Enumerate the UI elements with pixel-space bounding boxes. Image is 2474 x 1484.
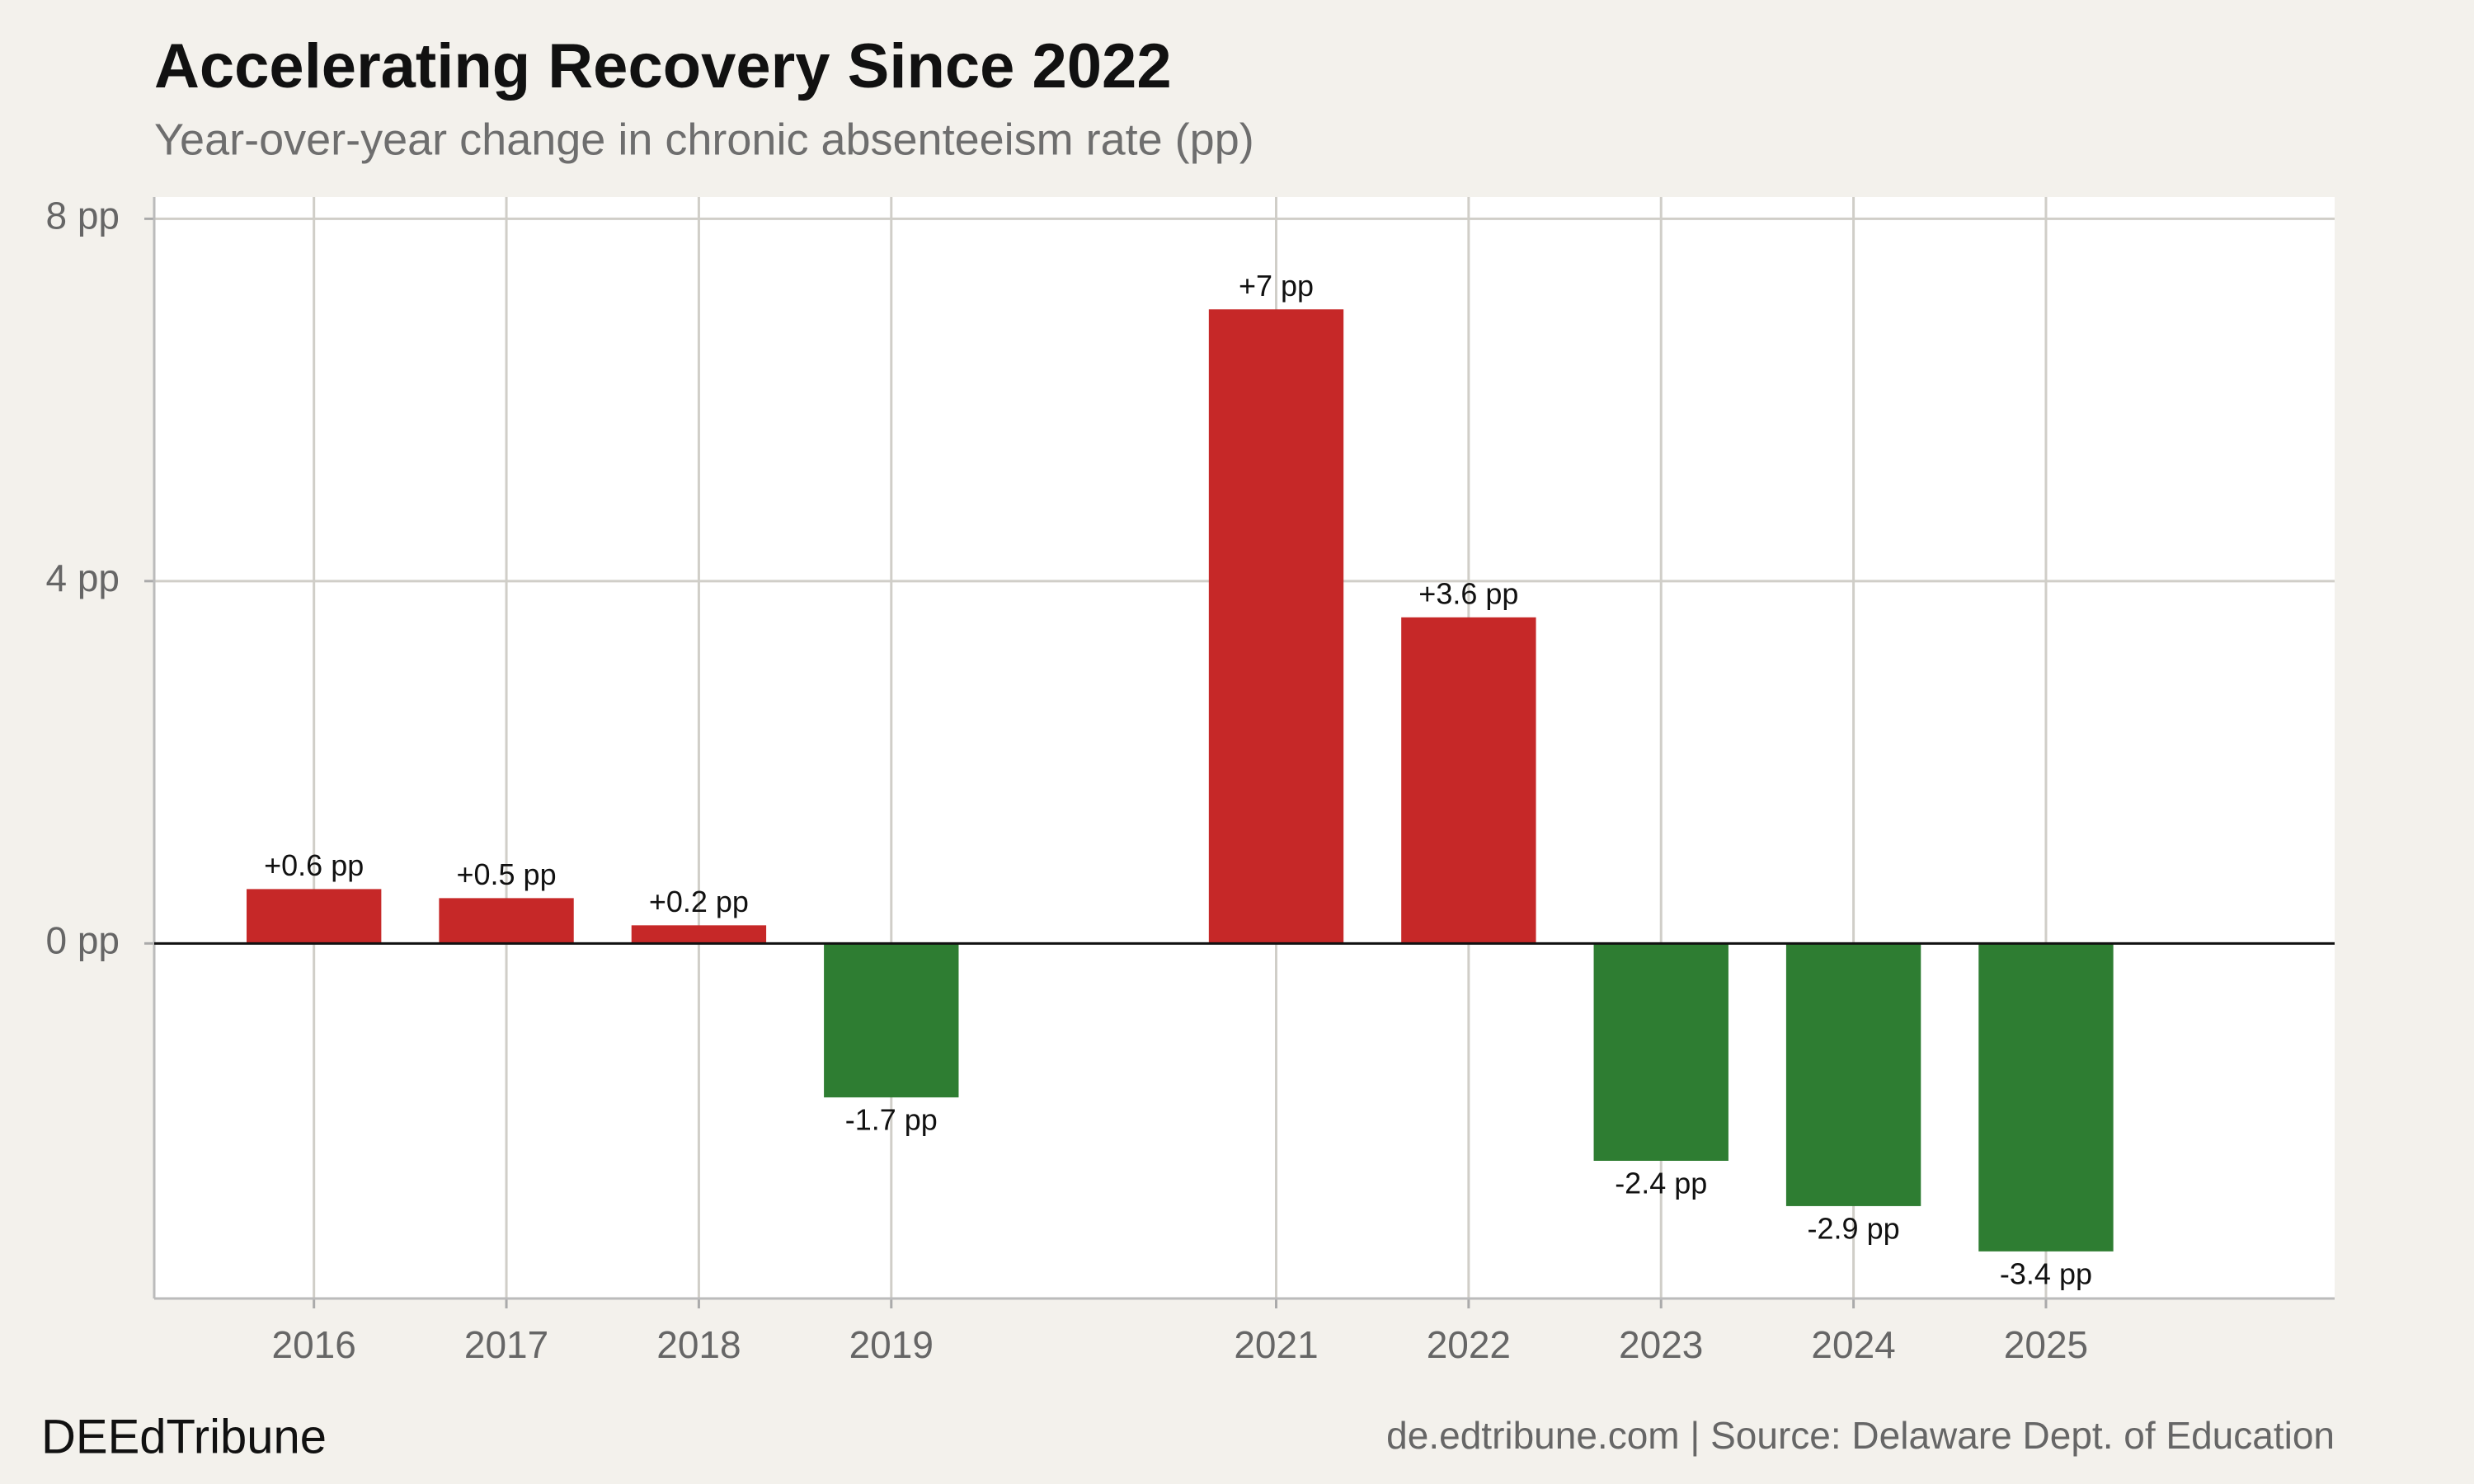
y-tick-label: 0 pp: [45, 918, 120, 961]
chart-title: Accelerating Recovery Since 2022: [154, 31, 1172, 101]
x-tick-label: 2025: [2004, 1323, 2088, 1366]
y-tick-label: 4 pp: [45, 556, 120, 599]
value-label: +0.5 pp: [456, 857, 556, 891]
x-tick-label: 2022: [1427, 1323, 1511, 1366]
value-label: -2.9 pp: [1808, 1211, 1900, 1245]
bar: [1978, 943, 2114, 1252]
value-label: -1.7 pp: [845, 1103, 938, 1137]
value-label: +7 pp: [1239, 269, 1314, 303]
chart-subtitle: Year-over-year change in chronic absente…: [154, 115, 1254, 164]
value-label: -2.4 pp: [1615, 1167, 1707, 1200]
bar: [631, 925, 767, 944]
y-tick-label: 8 pp: [45, 195, 120, 237]
x-tick-label: 2016: [272, 1323, 356, 1366]
value-label: -3.4 pp: [2000, 1256, 2092, 1290]
bar: [1593, 943, 1729, 1161]
bar: [824, 943, 959, 1098]
x-tick-label: 2019: [849, 1323, 934, 1366]
x-tick-label: 2017: [464, 1323, 548, 1366]
bar: [439, 898, 574, 944]
value-label: +3.6 pp: [1418, 576, 1518, 610]
x-tick-label: 2023: [1619, 1323, 1703, 1366]
bar: [247, 889, 382, 944]
value-label: +0.6 pp: [264, 848, 364, 882]
bar: [1785, 943, 1921, 1206]
bar: [1401, 617, 1536, 944]
value-label: +0.2 pp: [649, 885, 749, 918]
x-tick-label: 2018: [656, 1323, 741, 1366]
x-tick-label: 2021: [1234, 1323, 1318, 1366]
source: de.edtribune.com | Source: Delaware Dept…: [1386, 1414, 2335, 1457]
bar: [1208, 309, 1344, 944]
x-tick-label: 2024: [1811, 1323, 1895, 1366]
brand: DEEdTribune: [41, 1410, 327, 1463]
